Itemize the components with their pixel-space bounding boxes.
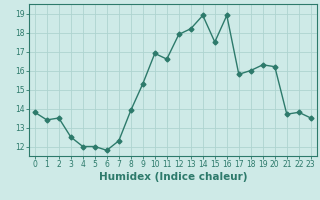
X-axis label: Humidex (Indice chaleur): Humidex (Indice chaleur) [99,172,247,182]
